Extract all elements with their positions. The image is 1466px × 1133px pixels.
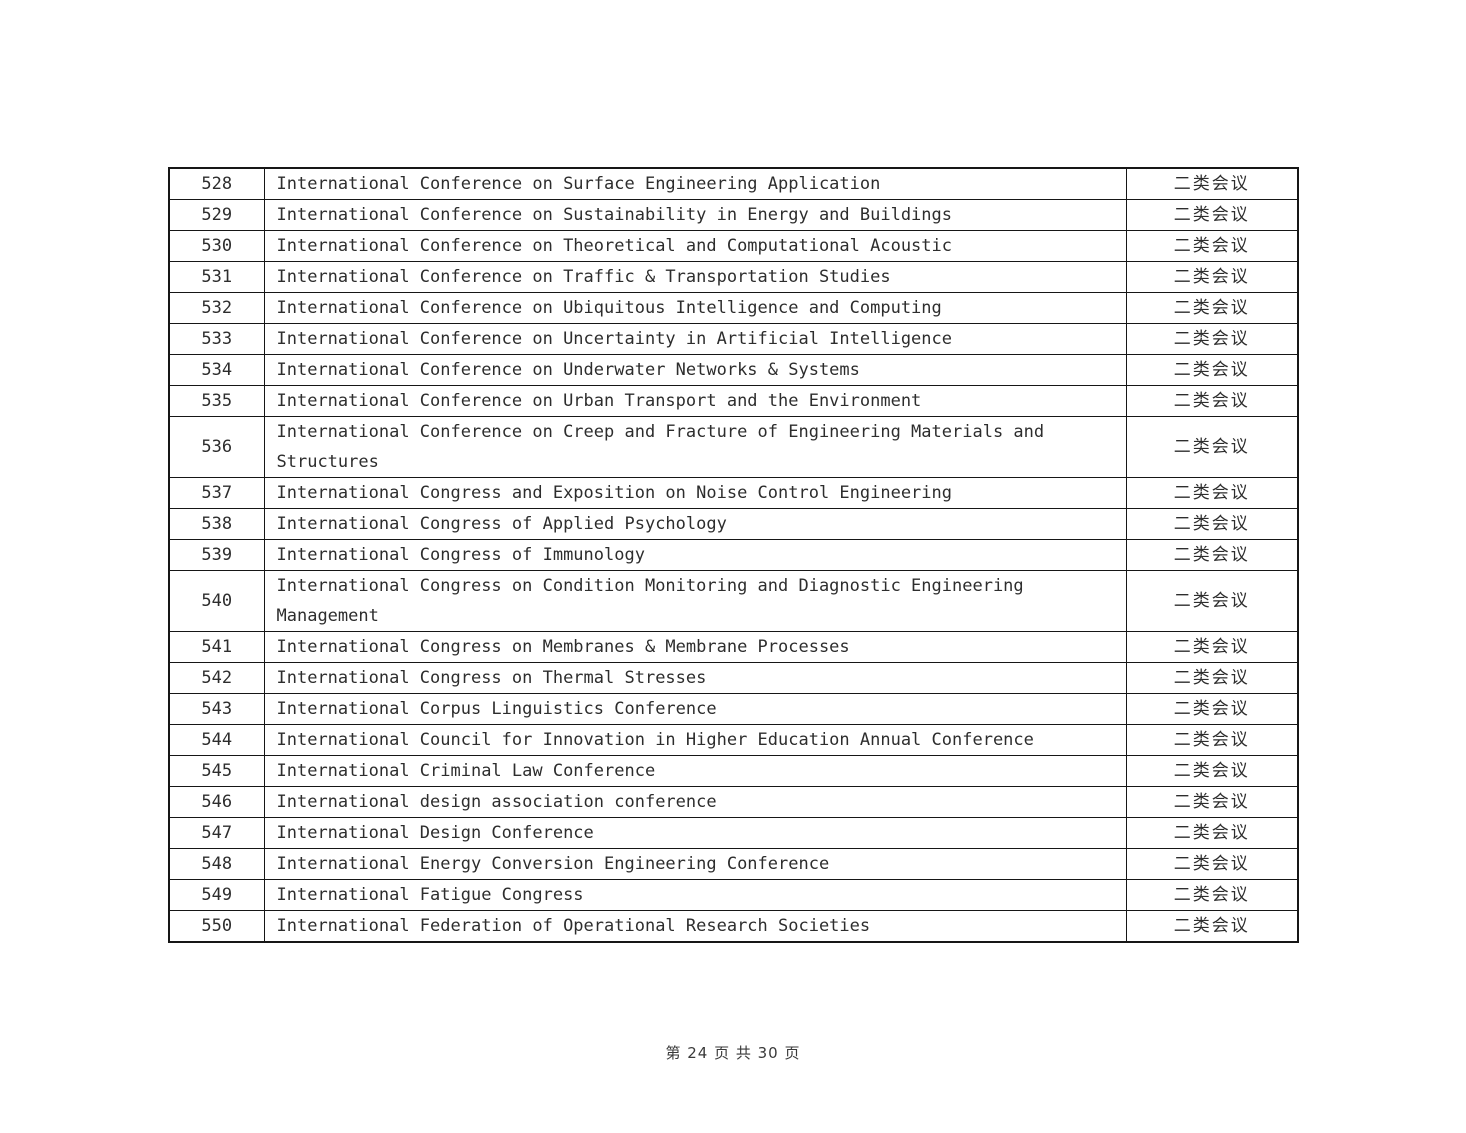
category-cell: 二类会议	[1125, 354, 1299, 386]
conference-name-cell: International Corpus Linguistics Confere…	[263, 693, 1127, 725]
row-number-cell: 542	[168, 662, 265, 694]
row-number-cell: 531	[168, 261, 265, 293]
table-row: 546 International design association conf…	[168, 786, 1299, 818]
table-row: 529 International Conference on Sustainab…	[168, 199, 1299, 231]
row-number-cell: 547	[168, 817, 265, 849]
conference-name-cell: International Congress on Thermal Stress…	[263, 662, 1127, 694]
table-row: 534 International Conference on Underwate…	[168, 354, 1299, 386]
page-number-text: 第 24 页 共 30 页	[665, 1044, 801, 1062]
table-row: 530 International Conference on Theoretic…	[168, 230, 1299, 262]
conference-name-cell: International Conference on Theoretical …	[263, 230, 1127, 262]
row-number-cell: 532	[168, 292, 265, 324]
row-number-cell: 534	[168, 354, 265, 386]
row-number-cell: 544	[168, 724, 265, 756]
table-row: 547 International Design Conference 二类会议	[168, 817, 1299, 849]
table-row: 541 International Congress on Membranes &…	[168, 631, 1299, 663]
table-row: 536 International Conference on Creep and…	[168, 416, 1299, 478]
category-cell: 二类会议	[1125, 662, 1299, 694]
table-row: 548 International Energy Conversion Engin…	[168, 848, 1299, 880]
row-number-cell: 543	[168, 693, 265, 725]
conference-name-cell: International Fatigue Congress	[263, 879, 1127, 911]
conference-name-cell: International Council for Innovation in …	[263, 724, 1127, 756]
category-cell: 二类会议	[1125, 292, 1299, 324]
conference-table-body: 528 International Conference on Surface E…	[168, 167, 1299, 943]
conference-name-cell: International Design Conference	[263, 817, 1127, 849]
conference-name-cell: International Congress and Exposition on…	[263, 477, 1127, 509]
table-row: 544 International Council for Innovation …	[168, 724, 1299, 756]
conference-name-cell: International Conference on Surface Engi…	[263, 167, 1127, 200]
row-number-cell: 529	[168, 199, 265, 231]
table-row: 532 International Conference on Ubiquitou…	[168, 292, 1299, 324]
table-row: 545 International Criminal Law Conference…	[168, 755, 1299, 787]
conference-name-cell: International Conference on Underwater N…	[263, 354, 1127, 386]
category-cell: 二类会议	[1125, 786, 1299, 818]
category-cell: 二类会议	[1125, 167, 1299, 200]
table-row: 538 International Congress of Applied Psy…	[168, 508, 1299, 540]
category-cell: 二类会议	[1125, 230, 1299, 262]
conference-name-cell: International Congress on Condition Moni…	[263, 570, 1127, 632]
row-number-cell: 537	[168, 477, 265, 509]
category-cell: 二类会议	[1125, 199, 1299, 231]
table-row: 540 International Congress on Condition M…	[168, 570, 1299, 632]
row-number-cell: 530	[168, 230, 265, 262]
row-number-cell: 545	[168, 755, 265, 787]
row-number-cell: 550	[168, 910, 265, 943]
table-row: 549 International Fatigue Congress 二类会议	[168, 879, 1299, 911]
conference-name-cell: International Criminal Law Conference	[263, 755, 1127, 787]
table-row: 537 International Congress and Exposition…	[168, 477, 1299, 509]
conference-name-cell: International Conference on Traffic & Tr…	[263, 261, 1127, 293]
category-cell: 二类会议	[1125, 416, 1299, 478]
category-cell: 二类会议	[1125, 631, 1299, 663]
row-number-cell: 538	[168, 508, 265, 540]
category-cell: 二类会议	[1125, 910, 1299, 943]
table-row: 528 International Conference on Surface E…	[168, 167, 1299, 200]
conference-name-cell: International Federation of Operational …	[263, 910, 1127, 943]
category-cell: 二类会议	[1125, 848, 1299, 880]
table-row: 550 International Federation of Operation…	[168, 910, 1299, 943]
category-cell: 二类会议	[1125, 477, 1299, 509]
category-cell: 二类会议	[1125, 817, 1299, 849]
row-number-cell: 548	[168, 848, 265, 880]
row-number-cell: 533	[168, 323, 265, 355]
conference-name-cell: International Congress on Membranes & Me…	[263, 631, 1127, 663]
conference-name-cell: International Congress of Applied Psycho…	[263, 508, 1127, 540]
conference-name-cell: International Conference on Ubiquitous I…	[263, 292, 1127, 324]
category-cell: 二类会议	[1125, 539, 1299, 571]
row-number-cell: 549	[168, 879, 265, 911]
conference-name-cell: International design association confere…	[263, 786, 1127, 818]
table-row: 531 International Conference on Traffic &…	[168, 261, 1299, 293]
conference-name-cell: International Conference on Uncertainty …	[263, 323, 1127, 355]
table-row: 543 International Corpus Linguistics Conf…	[168, 693, 1299, 725]
row-number-cell: 536	[168, 416, 265, 478]
table-row: 533 International Conference on Uncertain…	[168, 323, 1299, 355]
conference-name-cell: International Conference on Sustainabili…	[263, 199, 1127, 231]
table-row: 542 International Congress on Thermal Str…	[168, 662, 1299, 694]
category-cell: 二类会议	[1125, 724, 1299, 756]
category-cell: 二类会议	[1125, 879, 1299, 911]
row-number-cell: 528	[168, 167, 265, 200]
row-number-cell: 546	[168, 786, 265, 818]
category-cell: 二类会议	[1125, 693, 1299, 725]
category-cell: 二类会议	[1125, 261, 1299, 293]
table-row: 539 International Congress of Immunology 二…	[168, 539, 1299, 571]
row-number-cell: 540	[168, 570, 265, 632]
conference-name-cell: International Conference on Urban Transp…	[263, 385, 1127, 417]
category-cell: 二类会议	[1125, 755, 1299, 787]
page-footer: 第 24 页 共 30 页	[0, 1042, 1466, 1063]
table-row: 535 International Conference on Urban Tra…	[168, 385, 1299, 417]
row-number-cell: 541	[168, 631, 265, 663]
conference-name-cell: International Energy Conversion Engineer…	[263, 848, 1127, 880]
conference-name-cell: International Congress of Immunology	[263, 539, 1127, 571]
category-cell: 二类会议	[1125, 385, 1299, 417]
row-number-cell: 535	[168, 385, 265, 417]
conference-table: 528 International Conference on Surface E…	[168, 167, 1299, 943]
conference-name-cell: International Conference on Creep and Fr…	[263, 416, 1127, 478]
category-cell: 二类会议	[1125, 508, 1299, 540]
category-cell: 二类会议	[1125, 323, 1299, 355]
row-number-cell: 539	[168, 539, 265, 571]
category-cell: 二类会议	[1125, 570, 1299, 632]
